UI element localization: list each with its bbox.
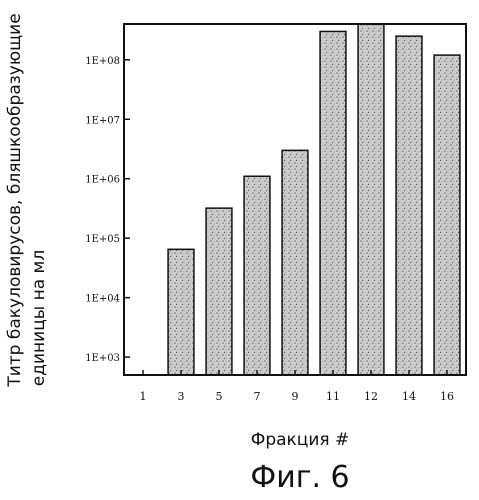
x-tick-label: 14 <box>402 390 416 403</box>
bar-fraction-12 <box>358 24 384 375</box>
bars-layer <box>168 24 460 375</box>
x-tick-label: 12 <box>364 390 378 403</box>
y-tick-label: 1E+06 <box>85 175 120 186</box>
x-tick-label: 9 <box>292 390 299 403</box>
y-tick-label: 1E+04 <box>85 294 120 305</box>
y-tick-label: 1E+08 <box>85 56 120 67</box>
y-tick-label: 1E+05 <box>85 234 120 245</box>
y-axis-label-line-2: единицы на мл <box>29 250 49 386</box>
bar-fraction-3 <box>168 249 194 375</box>
bar-fraction-7 <box>244 176 270 375</box>
y-tick-label: 1E+07 <box>85 115 120 126</box>
bar-fraction-16 <box>434 55 460 375</box>
bar-fraction-11 <box>320 31 346 375</box>
x-tick-label: 5 <box>216 390 223 403</box>
bar-fraction-14 <box>396 36 422 375</box>
x-tick-label: 11 <box>326 390 340 403</box>
bar-fraction-5 <box>206 208 232 375</box>
figure-caption: Фиг. 6 <box>250 460 349 495</box>
x-tick-label: 7 <box>254 390 261 403</box>
x-tick-label: 1 <box>140 390 147 403</box>
y-tick-label: 1E+03 <box>85 353 120 364</box>
x-axis-label: Фракция # <box>251 430 350 450</box>
y-axis-label-line-1: Титр бакуловирусов, бляшкообразующие <box>5 13 25 387</box>
x-tick-label: 3 <box>178 390 185 403</box>
x-tick-label: 16 <box>440 390 454 403</box>
bar-fraction-9 <box>282 150 308 375</box>
